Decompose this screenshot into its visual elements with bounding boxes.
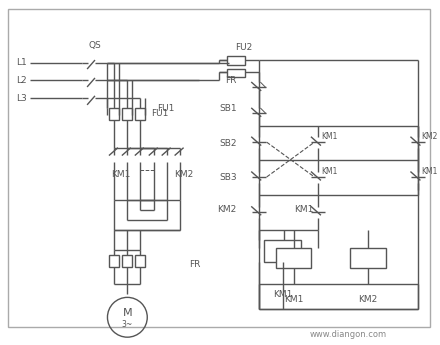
- Bar: [275, 248, 312, 267]
- Text: KM2: KM2: [174, 170, 194, 179]
- Text: KM1: KM1: [284, 295, 303, 304]
- Text: QS: QS: [88, 41, 101, 50]
- Text: KM2: KM2: [421, 132, 437, 141]
- Text: L3: L3: [17, 94, 27, 103]
- Text: SB3: SB3: [219, 174, 237, 183]
- Text: KM1: KM1: [321, 132, 338, 141]
- Text: FU2: FU2: [235, 43, 253, 52]
- Text: FU1: FU1: [157, 104, 175, 113]
- Text: KM1: KM1: [421, 167, 437, 176]
- Text: www.diangon.com: www.diangon.com: [310, 330, 387, 339]
- Text: SB2: SB2: [219, 139, 237, 148]
- Bar: [110, 108, 119, 120]
- Text: FR: FR: [225, 76, 237, 85]
- Text: KM2: KM2: [217, 205, 237, 214]
- Text: SB1: SB1: [219, 104, 237, 113]
- Text: FR: FR: [189, 260, 201, 269]
- Text: L2: L2: [17, 76, 27, 85]
- Bar: [136, 108, 145, 120]
- Text: M: M: [123, 308, 132, 318]
- Bar: [350, 248, 386, 267]
- Bar: [264, 240, 301, 262]
- Text: L1: L1: [17, 58, 27, 67]
- Text: KM2: KM2: [359, 295, 378, 304]
- Bar: [136, 255, 145, 267]
- Bar: [110, 255, 119, 267]
- Text: KM1: KM1: [111, 170, 131, 179]
- Bar: [227, 69, 245, 78]
- Text: KM1: KM1: [273, 290, 292, 299]
- Text: FU1: FU1: [151, 109, 169, 118]
- Bar: [122, 255, 132, 267]
- Text: KM1: KM1: [294, 205, 313, 214]
- Bar: [227, 56, 245, 65]
- Text: KM1: KM1: [321, 167, 338, 176]
- Bar: [122, 108, 132, 120]
- Text: 3~: 3~: [122, 320, 133, 329]
